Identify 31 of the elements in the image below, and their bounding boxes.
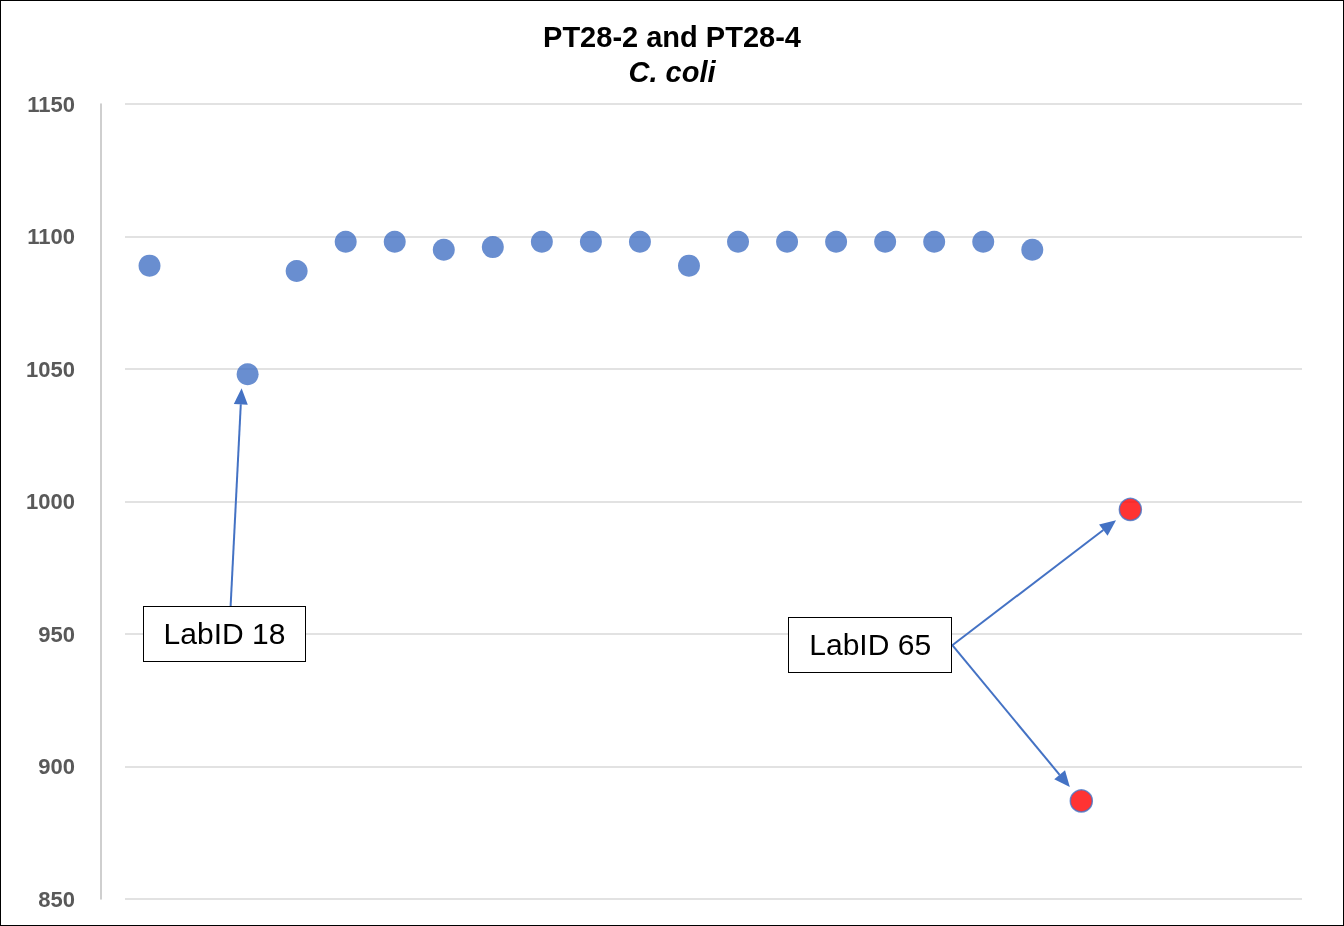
point <box>874 230 897 253</box>
y-tick-label: 950 <box>38 621 75 647</box>
y-tick-label: 1050 <box>26 356 75 382</box>
point <box>678 254 700 277</box>
chart-subtitle: C. coli <box>628 55 717 88</box>
point <box>530 230 553 253</box>
point <box>138 254 161 277</box>
chart-title: PT28-2 and PT28-4 <box>543 20 801 53</box>
point <box>1069 789 1094 813</box>
point <box>236 363 259 386</box>
point <box>579 230 602 253</box>
point <box>285 259 308 282</box>
point <box>481 236 504 259</box>
point <box>776 230 799 253</box>
y-tick-label: 850 <box>38 886 75 912</box>
point <box>1021 238 1044 261</box>
annotation: LabID 65 <box>788 617 953 674</box>
point <box>1118 497 1143 522</box>
point <box>383 230 406 253</box>
point <box>972 230 995 253</box>
annotation: LabID 18 <box>142 606 307 663</box>
y-tick-label: 1150 <box>27 91 75 117</box>
point <box>628 230 651 253</box>
point <box>923 230 946 253</box>
point <box>432 238 455 261</box>
point <box>334 230 357 253</box>
point <box>825 230 848 253</box>
point <box>727 230 750 253</box>
y-tick-label: 1100 <box>27 224 75 249</box>
y-tick-label: 900 <box>38 754 75 779</box>
y-tick-label: 1000 <box>26 489 75 514</box>
